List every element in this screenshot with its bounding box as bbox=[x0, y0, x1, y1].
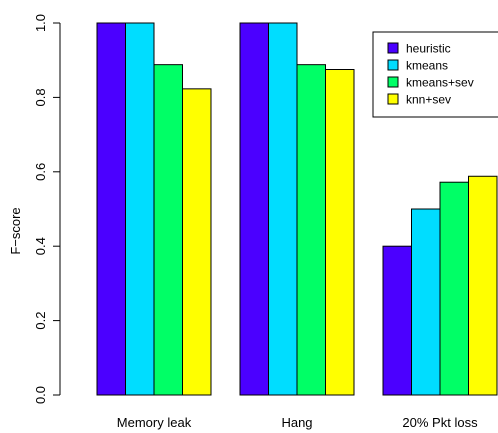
bar-knn-sev-1 bbox=[325, 69, 355, 396]
legend-label: kmeans bbox=[406, 59, 448, 73]
y-tick-label: 0.2 bbox=[33, 312, 48, 330]
bar-kmeans-1 bbox=[268, 22, 298, 396]
legend-swatch bbox=[387, 59, 399, 71]
y-axis: 0.0 0.2 0.4 0.6 0.8 1.0 bbox=[33, 14, 61, 404]
category-label: 20% Pkt loss bbox=[402, 415, 478, 430]
legend-label: knn+sev bbox=[406, 93, 451, 107]
bar-heuristic-1 bbox=[239, 22, 269, 396]
legend-label: heuristic bbox=[406, 42, 451, 56]
legend-swatch bbox=[387, 76, 399, 88]
y-tick-label: 0.8 bbox=[33, 88, 48, 106]
bar-kmeans-sev-1 bbox=[296, 64, 326, 396]
y-tick-label: 1.0 bbox=[33, 14, 48, 32]
y-tick-label: 0.4 bbox=[33, 237, 48, 255]
category-label: Memory leak bbox=[117, 415, 192, 430]
y-tick-label: 0.6 bbox=[33, 163, 48, 181]
category-label: Hang bbox=[281, 415, 312, 430]
legend-label: kmeans+sev bbox=[406, 76, 474, 90]
y-tick-label: 0.0 bbox=[33, 386, 48, 404]
bar-kmeans-0 bbox=[125, 22, 155, 396]
bar-kmeans-sev-0 bbox=[153, 64, 183, 396]
y-axis-title: F−score bbox=[8, 207, 23, 254]
bar-heuristic-2 bbox=[382, 245, 412, 396]
bar-knn-sev-2 bbox=[468, 175, 498, 396]
bar-heuristic-0 bbox=[96, 22, 126, 396]
legend: heuristic kmeans kmeans+sev knn+sev bbox=[372, 31, 498, 118]
bar-kmeans-2 bbox=[411, 208, 441, 396]
legend-swatch bbox=[387, 93, 399, 105]
bars bbox=[96, 22, 498, 396]
legend-swatch bbox=[387, 42, 399, 54]
category-labels: Memory leak Hang 20% Pkt loss bbox=[117, 415, 478, 430]
bar-knn-sev-0 bbox=[182, 88, 212, 396]
bar-kmeans-sev-2 bbox=[439, 181, 469, 396]
